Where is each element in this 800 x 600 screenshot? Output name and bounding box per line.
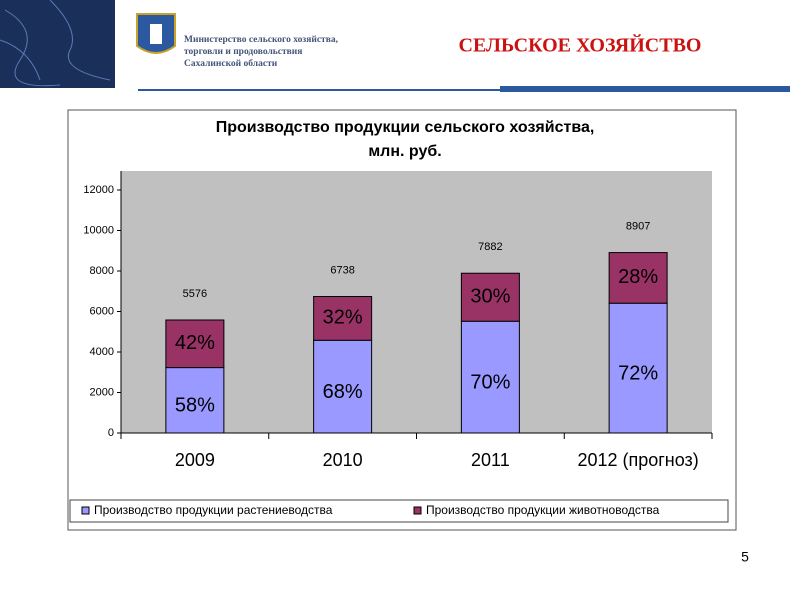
ministry-line: Министерство сельского хозяйства, <box>184 34 339 45</box>
x-tick-label: 2011 <box>471 450 510 470</box>
bar-segment <box>165 367 225 434</box>
x-tick-label: 2012 (прогноз) <box>577 450 698 470</box>
segment-label: 70% <box>470 371 510 393</box>
segment-label: 32% <box>323 307 363 329</box>
segment-label: 28% <box>618 266 658 288</box>
legend-label: Производство продукции животноводства <box>426 503 660 517</box>
segment-label: 42% <box>175 332 215 354</box>
bar-segment <box>608 302 668 434</box>
ministry-line: торговли и продовольствия <box>184 47 302 57</box>
y-tick-label: 10000 <box>83 224 114 236</box>
segment-label: 68% <box>323 381 363 403</box>
bar-segment <box>460 320 520 434</box>
segment-label: 30% <box>470 286 510 308</box>
header-image <box>0 0 115 88</box>
ministry-line: Сахалинской области <box>184 58 278 69</box>
bar-segment <box>608 252 668 304</box>
segment-label: 72% <box>618 362 658 384</box>
y-tick-label: 6000 <box>90 305 114 317</box>
legend-label: Производство продукции растениеводства <box>94 503 333 517</box>
bar-segment <box>460 272 520 322</box>
header-rule-bold <box>500 86 790 92</box>
y-tick-label: 0 <box>108 427 114 439</box>
total-label: 8907 <box>626 220 650 232</box>
legend-swatch <box>81 506 90 515</box>
y-tick-label: 2000 <box>90 386 114 398</box>
x-tick-label: 2010 <box>323 450 363 470</box>
legend-swatch <box>413 506 422 515</box>
chart-title: Производство продукции сельского хозяйст… <box>216 119 595 136</box>
bar-segment <box>313 296 373 341</box>
total-label: 7882 <box>478 241 502 253</box>
chart-title: млн. руб. <box>368 143 441 160</box>
bar-segment <box>165 319 225 369</box>
legend <box>69 499 729 523</box>
segment-label: 58% <box>175 395 215 417</box>
plot: 0 2000 4000 6000 8000 10000 12000 2009 58% 42% 557… <box>83 171 713 470</box>
logo <box>136 13 176 54</box>
slide-title: СЕЛЬСКОЕ ХОЗЯЙСТВО <box>459 34 702 57</box>
map-lines <box>0 0 111 87</box>
page-number: 5 <box>741 549 749 565</box>
y-tick-label: 12000 <box>83 184 114 196</box>
y-tick-label: 8000 <box>90 265 114 277</box>
y-tick-label: 4000 <box>90 346 114 358</box>
total-label: 5576 <box>183 288 207 300</box>
x-tick-label: 2009 <box>175 450 215 470</box>
total-label: 6738 <box>330 264 354 276</box>
